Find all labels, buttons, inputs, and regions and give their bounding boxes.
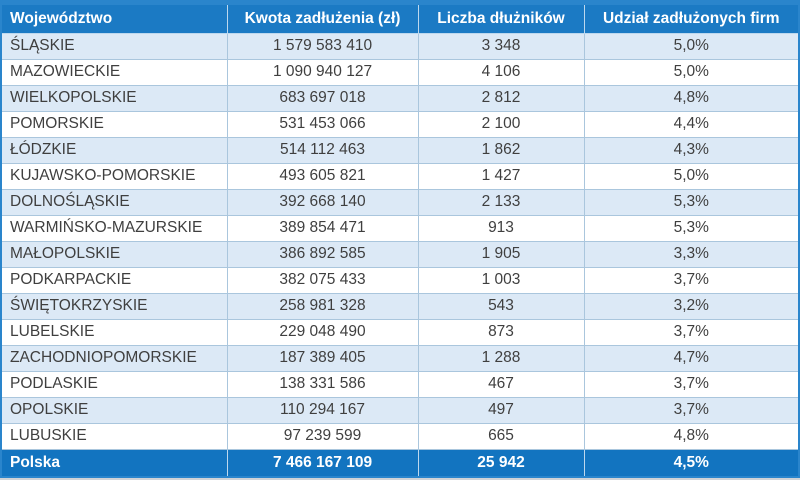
table-row: LUBELSKIE 229 048 490 873 3,7% [2,319,798,346]
share-cell: 4,8% [584,85,798,112]
debtor-count-cell: 873 [418,319,585,346]
voivodeship-cell: ŚWIĘTOKRZYSKIE [2,293,228,320]
table-row: PODLASKIE 138 331 586 467 3,7% [2,371,798,398]
column-header-debtor-count: Liczba dłużników [418,5,585,34]
share-cell: 4,7% [584,345,798,372]
debtor-count-cell: 913 [418,215,585,242]
voivodeship-cell: LUBELSKIE [2,319,228,346]
table-row: ŚLĄSKIE 1 579 583 410 3 348 5,0% [2,33,798,60]
voivodeship-cell: WIELKOPOLSKIE [2,85,228,112]
debt-amount-cell: 110 294 167 [227,397,419,424]
debtor-count-cell: 665 [418,423,585,450]
table-row: POMORSKIE 531 453 066 2 100 4,4% [2,111,798,138]
debt-amount-cell: 493 605 821 [227,163,419,190]
debtor-count-cell: 4 106 [418,59,585,86]
debt-amount-cell: 389 854 471 [227,215,419,242]
table-row: ŁÓDZKIE 514 112 463 1 862 4,3% [2,137,798,164]
table-row: ŚWIĘTOKRZYSKIE 258 981 328 543 3,2% [2,293,798,320]
share-cell: 4,4% [584,111,798,138]
share-cell: 5,3% [584,189,798,216]
voivodeship-cell: PODKARPACKIE [2,267,228,294]
share-cell: 3,7% [584,267,798,294]
voivodeship-cell: POMORSKIE [2,111,228,138]
total-share-cell: 4,5% [584,449,798,476]
table-row: WARMIŃSKO-MAZURSKIE 389 854 471 913 5,3% [2,215,798,242]
total-label-cell: Polska [2,449,228,476]
debt-amount-cell: 1 090 940 127 [227,59,419,86]
voivodeship-cell: PODLASKIE [2,371,228,398]
voivodeship-cell: ŁÓDZKIE [2,137,228,164]
column-header-voivodeship: Województwo [2,5,228,34]
debt-table: Województwo Kwota zadłużenia (zł) Liczba… [2,5,798,476]
share-cell: 3,3% [584,241,798,268]
table-row: MAŁOPOLSKIE 386 892 585 1 905 3,3% [2,241,798,268]
debt-amount-cell: 187 389 405 [227,345,419,372]
share-cell: 3,7% [584,319,798,346]
table-row: WIELKOPOLSKIE 683 697 018 2 812 4,8% [2,85,798,112]
debt-amount-cell: 386 892 585 [227,241,419,268]
share-cell: 5,3% [584,215,798,242]
column-header-debt-amount: Kwota zadłużenia (zł) [227,5,419,34]
table-body: ŚLĄSKIE 1 579 583 410 3 348 5,0% MAZOWIECKIE… [2,33,798,450]
voivodeship-cell: KUJAWSKO-POMORSKIE [2,163,228,190]
voivodeship-cell: MAZOWIECKIE [2,59,228,86]
voivodeship-cell: OPOLSKIE [2,397,228,424]
debt-amount-cell: 683 697 018 [227,85,419,112]
debt-amount-cell: 392 668 140 [227,189,419,216]
total-row: Polska 7 466 167 109 25 942 4,5% [2,449,798,476]
table-row: ZACHODNIOPOMORSKIE 187 389 405 1 288 4,7% [2,345,798,372]
debtor-count-cell: 1 862 [418,137,585,164]
table-row: DOLNOŚLĄSKIE 392 668 140 2 133 5,3% [2,189,798,216]
debtor-count-cell: 1 427 [418,163,585,190]
share-cell: 4,3% [584,137,798,164]
voivodeship-cell: MAŁOPOLSKIE [2,241,228,268]
debt-amount-cell: 258 981 328 [227,293,419,320]
share-cell: 3,2% [584,293,798,320]
share-cell: 5,0% [584,59,798,86]
voivodeship-cell: ŚLĄSKIE [2,33,228,60]
table-row: KUJAWSKO-POMORSKIE 493 605 821 1 427 5,0% [2,163,798,190]
header-row: Województwo Kwota zadłużenia (zł) Liczba… [2,5,798,34]
debtor-count-cell: 467 [418,371,585,398]
debt-amount-cell: 1 579 583 410 [227,33,419,60]
debtor-count-cell: 1 288 [418,345,585,372]
debt-amount-cell: 138 331 586 [227,371,419,398]
debtor-count-cell: 1 905 [418,241,585,268]
total-debt-amount-cell: 7 466 167 109 [227,449,419,476]
table-row: PODKARPACKIE 382 075 433 1 003 3,7% [2,267,798,294]
voivodeship-cell: WARMIŃSKO-MAZURSKIE [2,215,228,242]
debt-amount-cell: 531 453 066 [227,111,419,138]
debtor-count-cell: 497 [418,397,585,424]
column-header-share: Udział zadłużonych firm [584,5,798,34]
share-cell: 3,7% [584,397,798,424]
voivodeship-cell: ZACHODNIOPOMORSKIE [2,345,228,372]
table-row: LUBUSKIE 97 239 599 665 4,8% [2,423,798,450]
share-cell: 5,0% [584,163,798,190]
debtor-count-cell: 2 133 [418,189,585,216]
table-row: OPOLSKIE 110 294 167 497 3,7% [2,397,798,424]
share-cell: 4,8% [584,423,798,450]
debtor-count-cell: 1 003 [418,267,585,294]
debtor-count-cell: 3 348 [418,33,585,60]
voivodeship-cell: LUBUSKIE [2,423,228,450]
share-cell: 3,7% [584,371,798,398]
table-header: Województwo Kwota zadłużenia (zł) Liczba… [2,5,798,34]
debt-amount-cell: 97 239 599 [227,423,419,450]
voivodeship-cell: DOLNOŚLĄSKIE [2,189,228,216]
debt-amount-cell: 382 075 433 [227,267,419,294]
table-footer: Polska 7 466 167 109 25 942 4,5% [2,449,798,476]
debtor-count-cell: 2 812 [418,85,585,112]
debt-table-container: Województwo Kwota zadłużenia (zł) Liczba… [0,0,800,478]
debt-amount-cell: 229 048 490 [227,319,419,346]
debtor-count-cell: 2 100 [418,111,585,138]
table-row: MAZOWIECKIE 1 090 940 127 4 106 5,0% [2,59,798,86]
debt-amount-cell: 514 112 463 [227,137,419,164]
debtor-count-cell: 543 [418,293,585,320]
total-debtor-count-cell: 25 942 [418,449,585,476]
share-cell: 5,0% [584,33,798,60]
